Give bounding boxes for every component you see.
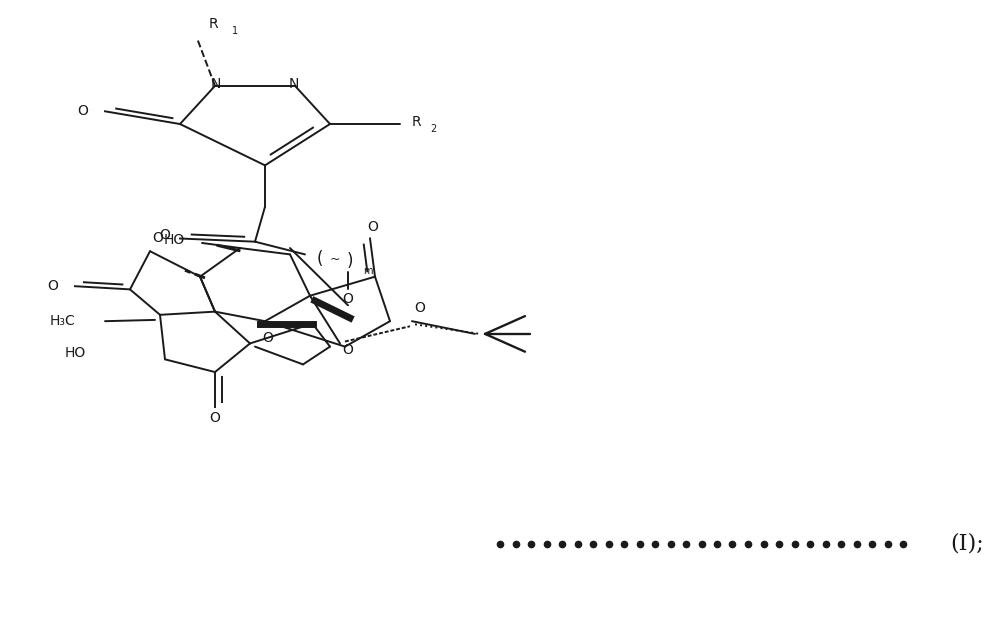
Text: O: O — [368, 220, 378, 234]
Text: 1: 1 — [232, 25, 238, 36]
Text: ~: ~ — [330, 253, 340, 266]
Text: (I);: (I); — [950, 533, 984, 555]
Text: HO: HO — [164, 233, 185, 247]
Text: ): ) — [347, 252, 353, 270]
Text: N: N — [289, 77, 299, 91]
Text: O: O — [210, 411, 220, 425]
Text: O: O — [415, 301, 425, 315]
Text: O: O — [343, 292, 353, 306]
Text: O: O — [48, 279, 58, 293]
Text: R: R — [209, 17, 219, 31]
Text: O: O — [343, 343, 353, 357]
Text: N: N — [211, 77, 221, 91]
Text: 2: 2 — [430, 124, 436, 134]
Text: H₃C: H₃C — [50, 314, 76, 328]
Text: m: m — [363, 266, 373, 276]
Text: R: R — [412, 115, 422, 129]
Text: O: O — [78, 104, 88, 118]
Text: HO: HO — [65, 346, 86, 360]
Text: (: ( — [317, 251, 323, 268]
Text: O: O — [263, 331, 273, 345]
Text: O: O — [153, 232, 163, 245]
Text: O: O — [160, 228, 170, 242]
